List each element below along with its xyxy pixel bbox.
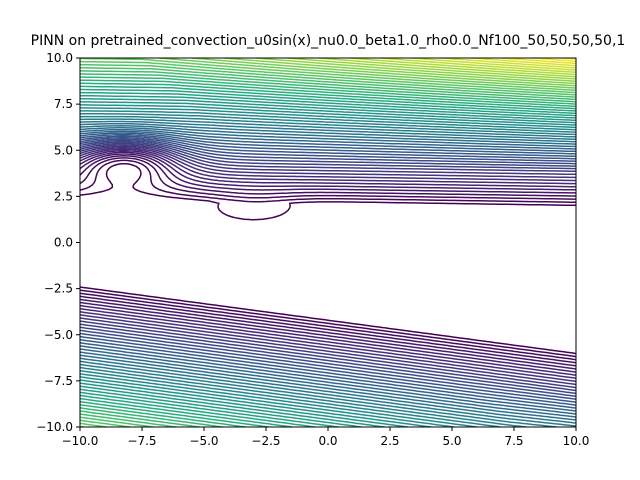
x-tick-label: −10.0 xyxy=(62,434,99,448)
contour-line xyxy=(80,73,576,427)
contour-line xyxy=(80,149,576,373)
x-tick-label: −2.5 xyxy=(251,434,280,448)
contour-line xyxy=(80,130,576,412)
contour-line xyxy=(80,145,576,383)
contour-line xyxy=(80,138,576,398)
y-tick-label: 5.0 xyxy=(54,143,73,157)
contour-line xyxy=(80,118,576,427)
y-tick-label: 10.0 xyxy=(46,51,73,65)
contour-line xyxy=(80,142,576,389)
contour-line xyxy=(80,127,576,418)
contour-line xyxy=(80,101,576,427)
y-axis: −10.0 −7.5 −5.0 −2.5 0.0 2.5 5.0 7.5 10.0 xyxy=(36,51,80,434)
y-tick-label: 0.0 xyxy=(54,236,73,250)
contour-line xyxy=(80,120,576,427)
contour-line xyxy=(80,135,576,403)
contour-line xyxy=(80,141,576,392)
contour-line xyxy=(286,58,576,80)
contour-line xyxy=(410,58,576,71)
x-tick-label: 0.0 xyxy=(318,434,337,448)
y-tick-label: −2.5 xyxy=(44,282,73,296)
contour-line xyxy=(80,94,576,427)
contour-line xyxy=(80,144,576,386)
contour-line xyxy=(80,159,576,358)
y-tick-label: −5.0 xyxy=(44,328,73,342)
contour-line xyxy=(80,155,576,364)
x-axis: −10.0 −7.5 −5.0 −2.5 0.0 2.5 5.0 7.5 10.0 xyxy=(62,427,590,448)
contour-line xyxy=(80,63,576,427)
contour-line xyxy=(80,162,576,355)
contour-line xyxy=(254,58,576,83)
contour-line xyxy=(158,58,576,89)
contour-line xyxy=(80,67,576,427)
contour-line xyxy=(80,137,576,400)
chart-title: PINN on pretrained_convection_u0sin(x)_n… xyxy=(31,33,626,49)
contour-line xyxy=(191,58,576,87)
contour-line xyxy=(80,125,576,421)
contour-line xyxy=(80,148,576,376)
contour-line xyxy=(80,132,576,409)
contour-line xyxy=(80,91,576,427)
x-tick-label: 10.0 xyxy=(563,434,590,448)
y-tick-label: −7.5 xyxy=(44,374,73,388)
contour-line xyxy=(80,139,576,395)
contour-line xyxy=(379,58,576,74)
contour-line xyxy=(80,146,576,380)
contour-line xyxy=(80,153,576,367)
contour-line xyxy=(80,60,576,427)
contour-line xyxy=(80,128,576,415)
contour-line xyxy=(80,122,576,424)
contour-line xyxy=(80,70,576,427)
x-tick-label: 5.0 xyxy=(442,434,461,448)
contour-line xyxy=(80,88,576,427)
contour-line xyxy=(80,107,576,427)
contour-line xyxy=(80,79,576,427)
x-tick-label: −7.5 xyxy=(127,434,156,448)
y-tick-label: 7.5 xyxy=(54,97,73,111)
x-tick-label: 2.5 xyxy=(380,434,399,448)
contour-line xyxy=(80,82,576,427)
contour-line xyxy=(80,151,576,370)
contour-line xyxy=(80,97,576,427)
contour-line xyxy=(80,104,576,427)
contour-line xyxy=(80,157,576,361)
contour-line xyxy=(80,76,576,427)
contour-line xyxy=(80,85,576,427)
contour-line xyxy=(80,113,576,427)
contour-line xyxy=(317,58,576,78)
contour-line xyxy=(80,134,576,406)
contour-line xyxy=(223,58,576,85)
y-tick-label: 2.5 xyxy=(54,189,73,203)
contour-line xyxy=(80,115,576,427)
x-tick-label: −5.0 xyxy=(189,434,218,448)
y-tick-label: −10.0 xyxy=(36,420,73,434)
contour-line xyxy=(80,110,576,427)
x-tick-label: 7.5 xyxy=(504,434,523,448)
